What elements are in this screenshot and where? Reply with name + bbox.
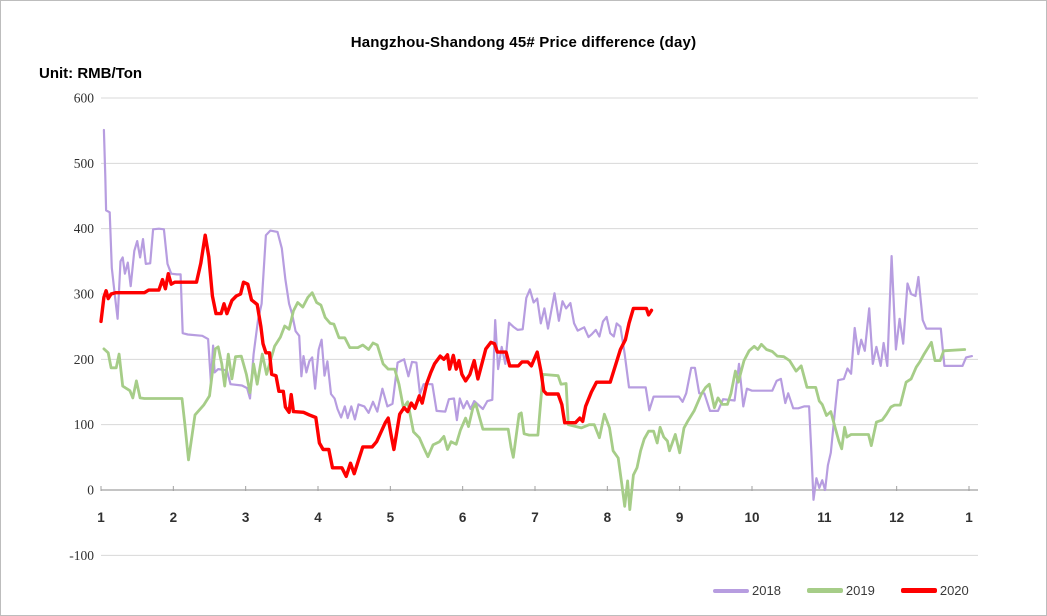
y-tick-label-200: 200 <box>74 352 95 367</box>
x-tick-label-4: 4 <box>314 510 322 525</box>
legend-item-2020: 2020 <box>900 583 969 598</box>
x-tick-label-3: 3 <box>242 510 250 525</box>
y-tick-label-100: 100 <box>74 417 95 432</box>
x-tick-label-10: 10 <box>744 510 759 525</box>
unit-label: Unit: RMB/Ton <box>39 65 143 82</box>
legend-label-2020: 2020 <box>939 583 969 598</box>
legend-label-2019: 2019 <box>845 583 875 598</box>
y-tick-label-300: 300 <box>74 287 95 302</box>
x-tick-label-5: 5 <box>387 510 395 525</box>
x-tick-label-7: 7 <box>531 510 539 525</box>
x-tick-label-12: 12 <box>889 510 904 525</box>
y-tick-label-500: 500 <box>74 156 95 171</box>
y-tick-label-600: 600 <box>74 91 95 106</box>
series-line-2019 <box>102 291 967 512</box>
legend-swatch-2020 <box>900 588 937 593</box>
x-tick-label-11: 11 <box>817 510 832 525</box>
y-tick-label-400: 400 <box>74 221 95 236</box>
legend-label-2018: 2018 <box>752 583 781 598</box>
x-tick-label-9: 9 <box>676 510 684 525</box>
y-tick-label--100: -100 <box>69 548 94 563</box>
x-tick-label-1: 1 <box>97 510 105 525</box>
x-tick-label-2: 2 <box>170 510 178 525</box>
legend-item-2019: 2019 <box>806 583 875 598</box>
legend-swatch-2019 <box>806 588 843 593</box>
legend-item-2018: 2018 <box>713 583 781 598</box>
series-line-2020 <box>99 233 654 478</box>
chart-title: Hangzhou-Shandong 45# Price difference (… <box>350 34 697 51</box>
legend: 2018 2019 2020 <box>713 583 969 598</box>
x-tick-label-13: 1 <box>965 510 973 525</box>
y-tick-label-0: 0 <box>87 483 94 498</box>
x-tick-label-6: 6 <box>459 510 467 525</box>
legend-swatch-2018 <box>713 588 749 593</box>
x-tick-label-8: 8 <box>604 510 612 525</box>
